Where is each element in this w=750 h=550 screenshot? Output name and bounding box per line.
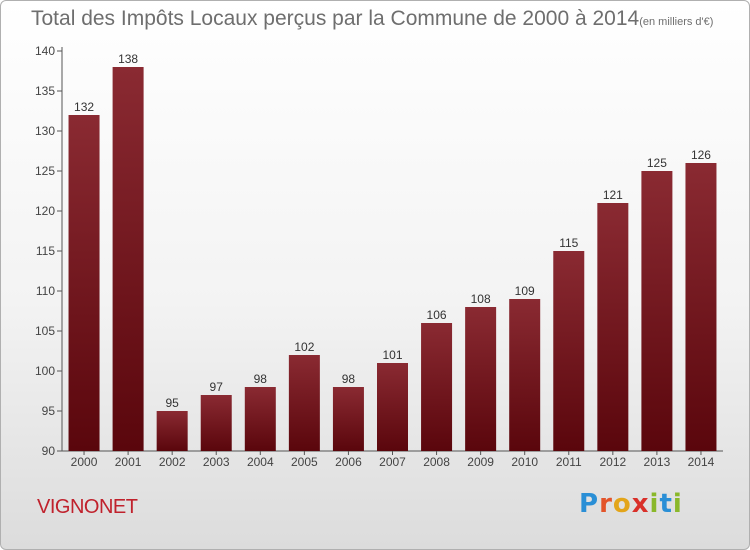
bar-value-label: 102: [294, 340, 314, 354]
x-tick-label: 2003: [203, 455, 230, 469]
bar-value-label: 132: [74, 100, 94, 114]
bar-value-label: 101: [382, 348, 402, 362]
bar-value-label: 121: [603, 188, 623, 202]
logo-letter: o: [612, 489, 632, 519]
x-tick-label: 2009: [467, 455, 494, 469]
chart-title-unit: (en milliers d'€): [639, 16, 714, 28]
y-tick-label: 125: [35, 164, 55, 178]
y-tick-label: 110: [36, 284, 55, 298]
bar-2012: [597, 203, 629, 451]
x-tick-label: 2008: [423, 455, 450, 469]
logo-letter: r: [599, 489, 613, 519]
y-tick-label: 115: [36, 244, 55, 258]
x-tick-label: 2014: [688, 455, 715, 469]
y-tick-label: 95: [42, 404, 56, 418]
bar-2005: [288, 355, 320, 451]
logo-letter: i: [672, 489, 683, 519]
bar-2001: [112, 67, 144, 451]
x-tick-label: 2002: [159, 455, 186, 469]
bar-2000: [68, 115, 100, 451]
bar-value-label: 95: [165, 396, 179, 410]
y-tick-label: 140: [35, 44, 55, 58]
bar-2003: [200, 395, 232, 451]
bar-2009: [465, 307, 497, 451]
logo-letter: i: [649, 489, 660, 519]
bar-2006: [332, 387, 364, 451]
bar-2004: [244, 387, 276, 451]
bar-2010: [509, 299, 541, 451]
x-tick-label: 2005: [291, 455, 318, 469]
bar-value-label: 98: [254, 372, 268, 386]
y-tick-label: 120: [35, 204, 55, 218]
bar-value-label: 125: [647, 156, 667, 170]
bar-2008: [421, 323, 453, 451]
x-tick-label: 2001: [115, 455, 142, 469]
y-tick-label: 105: [35, 324, 55, 338]
chart-title-main: Total des Impôts Locaux perçus par la Co…: [31, 7, 640, 30]
x-tick-label: 2010: [511, 455, 538, 469]
y-tick-label: 90: [42, 444, 56, 458]
logo-letter: x: [631, 489, 650, 519]
x-tick-label: 2012: [599, 455, 626, 469]
bar-value-label: 115: [559, 236, 578, 250]
bar-value-label: 98: [342, 372, 356, 386]
x-tick-label: 2011: [556, 455, 582, 469]
bar-2014: [685, 163, 717, 451]
bar-value-label: 97: [210, 380, 224, 394]
bar-2002: [156, 411, 188, 451]
x-tick-label: 2007: [379, 455, 406, 469]
bar-value-label: 109: [515, 284, 535, 298]
bar-2011: [553, 251, 585, 451]
chart-title: Total des Impôts Locaux perçus par la Co…: [31, 7, 713, 31]
logo-letter: P: [579, 489, 600, 519]
proxiti-logo: Proxiti: [579, 489, 683, 519]
x-tick-label: 2004: [247, 455, 274, 469]
bar-value-label: 108: [471, 292, 491, 306]
x-tick-label: 2000: [71, 455, 98, 469]
y-tick-label: 100: [35, 364, 55, 378]
y-tick-label: 130: [35, 124, 55, 138]
x-tick-label: 2006: [335, 455, 362, 469]
y-tick-label: 135: [35, 84, 55, 98]
bar-value-label: 126: [691, 148, 711, 162]
bar-value-label: 138: [118, 52, 138, 66]
x-tick-label: 2013: [644, 455, 671, 469]
logo-letter: t: [659, 489, 673, 519]
commune-name: VIGNONET: [37, 496, 138, 518]
bar-2013: [641, 171, 673, 451]
bar-2007: [377, 363, 408, 451]
bar-value-label: 106: [427, 308, 447, 322]
